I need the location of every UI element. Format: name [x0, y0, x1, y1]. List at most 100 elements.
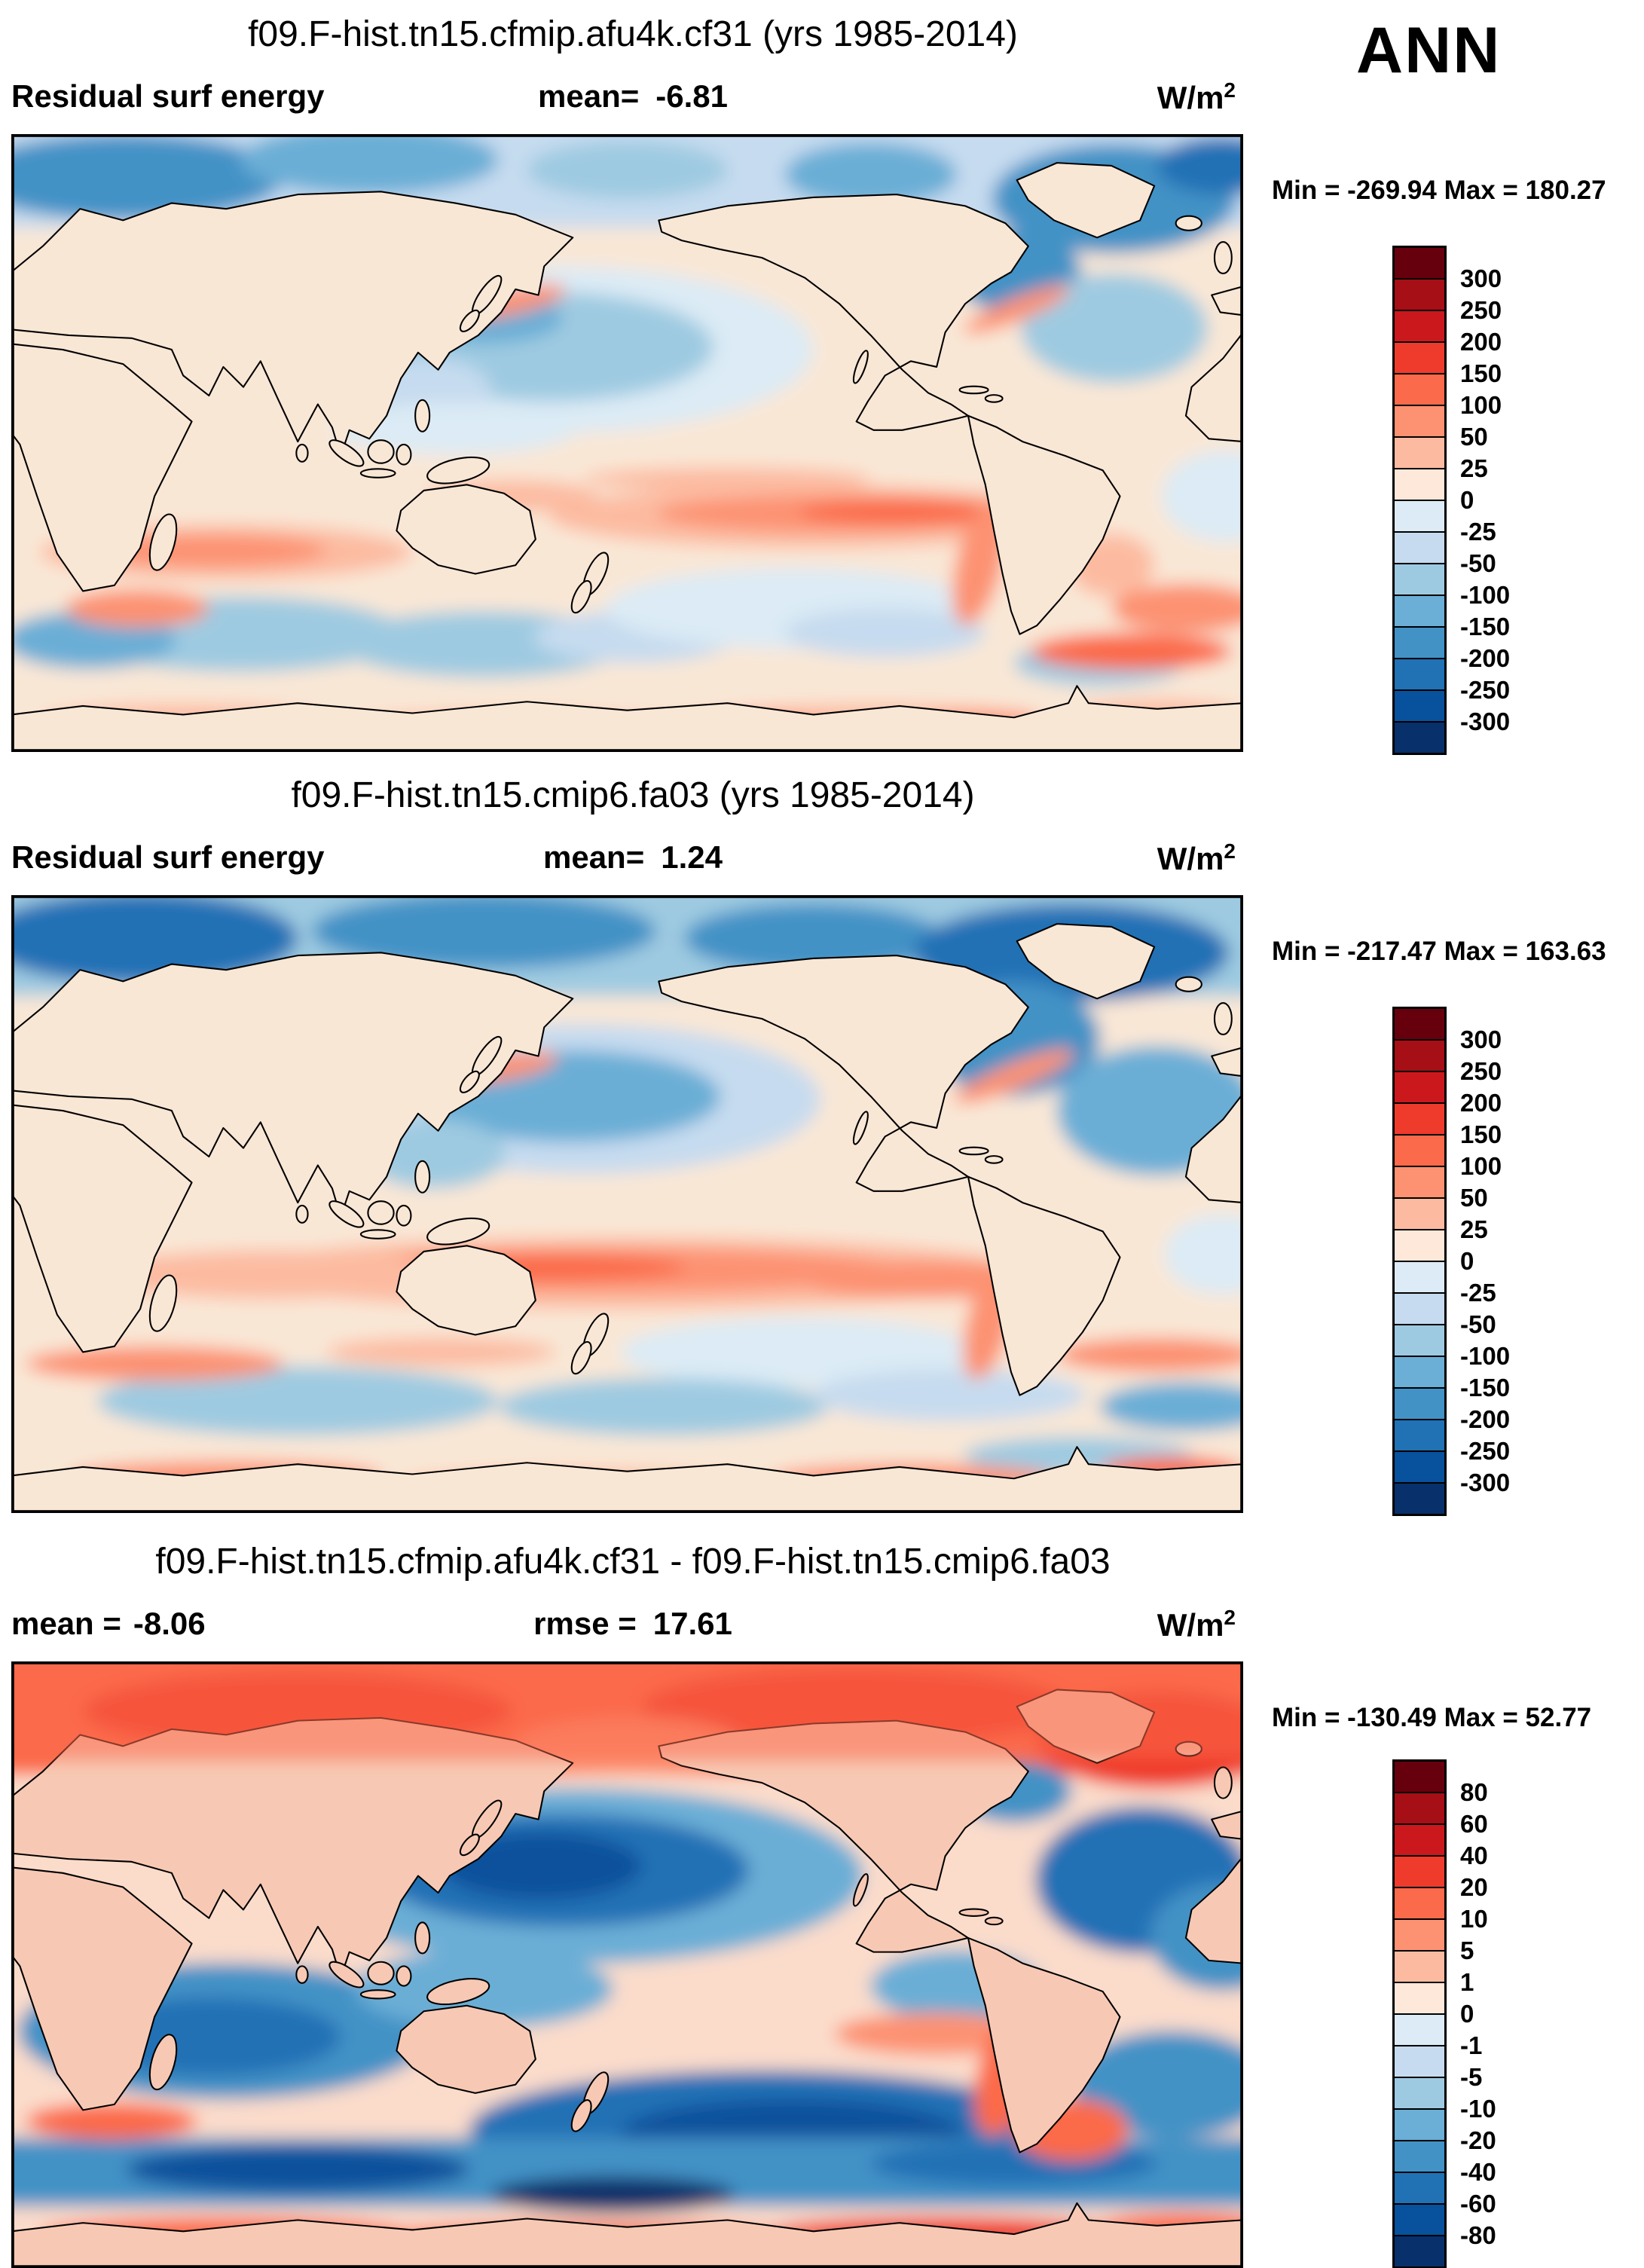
colorbar-tick-label: 60: [1460, 1810, 1488, 1838]
colorbar-cell: [1395, 1039, 1444, 1071]
colorbar-tick-label: -60: [1460, 2190, 1496, 2218]
mean-label: mean =: [11, 1606, 121, 1641]
world-map-plot-1: [11, 134, 1243, 752]
panel1-variable-label: Residual surf energy: [11, 78, 325, 114]
colorbar-cell: [1395, 1982, 1444, 2013]
colorbar-tick-label: -300: [1460, 708, 1511, 735]
colorbar-tick-label: -250: [1460, 676, 1511, 704]
colorbar: [1392, 1007, 1447, 1516]
colorbar-tick-label: 0: [1460, 2000, 1474, 2028]
colorbar-tick-label: 200: [1460, 1089, 1502, 1117]
colorbar-cell: [1395, 278, 1444, 310]
colorbar-cell: [1395, 563, 1444, 595]
panel2-minmax: Min = -217.47 Max = 163.63: [1272, 937, 1606, 966]
colorbar-cell: [1395, 1482, 1444, 1514]
colorbar-tick-label: -25: [1460, 1279, 1496, 1307]
colorbar-cell: [1395, 310, 1444, 341]
colorbar-cell: [1395, 2140, 1444, 2172]
colorbar-cell: [1395, 1823, 1444, 1855]
panel-difference: f09.F-hist.tn15.cfmip.afu4k.cf31 - f09.F…: [11, 1533, 1633, 2268]
colorbar-cell: [1395, 1261, 1444, 1292]
colorbar-cell: [1395, 468, 1444, 500]
colorbar-tick-label: 300: [1460, 1025, 1502, 1053]
mean-value: 1.24: [661, 839, 723, 875]
colorbar-tick-label: 100: [1460, 1152, 1502, 1180]
colorbar-cell: [1395, 2235, 1444, 2266]
colorbar-cell: [1395, 1166, 1444, 1197]
panel2-title: f09.F-hist.tn15.cmip6.fa03 (yrs 1985-201…: [291, 775, 975, 815]
panel2-units: W/m2: [1157, 839, 1236, 876]
colorbar-tick-label: 0: [1460, 1247, 1474, 1275]
colorbar-tick-label: 150: [1460, 1120, 1502, 1148]
colorbar-tick-label: 5: [1460, 1936, 1474, 1964]
world-map-plot-difference: [11, 1661, 1243, 2268]
colorbar-tick-label: -200: [1460, 644, 1511, 672]
colorbar-cell: [1395, 1855, 1444, 1887]
colorbar-cell: [1395, 1450, 1444, 1482]
colorbar-cell: [1395, 1197, 1444, 1229]
colorbar-tick-label: -10: [1460, 2095, 1496, 2123]
panel2-colorbar: 300 250 200 150 100 50 25 0 -25 -50 -100 -150 -200 -2…: [1392, 1007, 1510, 1516]
colorbar-tick-label: 300: [1460, 264, 1502, 292]
colorbar-cell: [1395, 373, 1444, 405]
colorbar-cell: [1395, 341, 1444, 373]
colorbar-cell: [1395, 1950, 1444, 1982]
panel1-units: W/m2: [1157, 78, 1236, 115]
mean-value: -8.06: [133, 1606, 206, 1641]
colorbar-cell: [1395, 2172, 1444, 2203]
colorbar-tick-label: -50: [1460, 1310, 1496, 1338]
colorbar-cell: [1395, 1419, 1444, 1450]
colorbar-tick-label: -250: [1460, 1437, 1511, 1465]
panel3-map: [11, 1661, 1243, 2268]
panel1-minmax: Min = -269.94 Max = 180.27: [1272, 176, 1606, 205]
colorbar-cell: [1395, 436, 1444, 468]
colorbar-tick-label: -80: [1460, 2221, 1496, 2249]
colorbar-cell: [1395, 2108, 1444, 2140]
rmse-value: 17.61: [652, 1606, 732, 1641]
panel1-legend-column: Min = -269.94 Max = 180.27 300 250 200 150 1…: [1251, 134, 1633, 767]
colorbar-tick-label: -200: [1460, 1405, 1511, 1433]
colorbar-cell: [1395, 1918, 1444, 1950]
panel3-title: f09.F-hist.tn15.cfmip.afu4k.cf31 - f09.F…: [155, 1542, 1111, 1582]
colorbar-cell: [1395, 2045, 1444, 2077]
colorbar-tick-label: 250: [1460, 296, 1502, 324]
colorbar: [1392, 246, 1447, 755]
colorbar: [1392, 1759, 1447, 2268]
colorbar-tick-label: -300: [1460, 1469, 1511, 1496]
colorbar-tick-label: 50: [1460, 423, 1488, 451]
panel2-legend-column: Min = -217.47 Max = 163.63 300 250 200 150 1…: [1251, 895, 1633, 1528]
colorbar-tick-label: -100: [1460, 1342, 1511, 1370]
panel1-mean-stat: mean= -6.81: [538, 78, 728, 115]
panel1-stats-row: Residual surf energy mean= -6.81 W/m2: [11, 78, 1254, 118]
panel3-stats-row: mean = -8.06 rmse = 17.61 W/m2: [11, 1606, 1254, 1645]
colorbar-tick-label: -5: [1460, 2063, 1483, 2091]
world-map-plot-2: [11, 895, 1243, 1513]
colorbar-cell: [1395, 1387, 1444, 1419]
panel-case1: f09.F-hist.tn15.cfmip.afu4k.cf31 (yrs 19…: [11, 6, 1633, 755]
colorbar-cell: [1395, 1887, 1444, 1918]
season-label: ANN: [1356, 14, 1502, 87]
colorbar-tick-label: -100: [1460, 581, 1511, 609]
colorbar-cell: [1395, 1071, 1444, 1102]
colorbar-tick-label: 25: [1460, 454, 1488, 482]
mean-label: mean=: [543, 839, 645, 875]
panel2-map: [11, 895, 1243, 1513]
panel1-colorbar: 300 250 200 150 100 50 25 0 -25 -50 -100 -150 -200 -2…: [1392, 246, 1510, 755]
colorbar-cell: [1395, 1792, 1444, 1823]
colorbar-tick-label: 10: [1460, 1905, 1488, 1933]
colorbar-tick-label: 200: [1460, 328, 1502, 356]
colorbar-cell: [1395, 531, 1444, 563]
panel1-title: f09.F-hist.tn15.cfmip.afu4k.cf31 (yrs 19…: [248, 14, 1018, 54]
panel2-variable-label: Residual surf energy: [11, 839, 325, 875]
colorbar-tick-label: 80: [1460, 1778, 1488, 1806]
panel2-mean-stat: mean= 1.24: [543, 839, 723, 876]
colorbar-tick-label: -150: [1460, 1374, 1511, 1401]
panel3-minmax: Min = -130.49 Max = 52.77: [1272, 1703, 1592, 1732]
panel1-map: [11, 134, 1243, 752]
colorbar-cell: [1395, 405, 1444, 436]
colorbar-tick-label: 25: [1460, 1215, 1488, 1243]
panel3-colorbar: 80 60 40 20 10 5 1 0 -1 -5 -10 -20 -40 -60 -80: [1392, 1759, 1496, 2268]
panel2-stats-row: Residual surf energy mean= 1.24 W/m2: [11, 839, 1254, 879]
panel3-units: W/m2: [1157, 1606, 1236, 1643]
colorbar-cell: [1395, 658, 1444, 689]
